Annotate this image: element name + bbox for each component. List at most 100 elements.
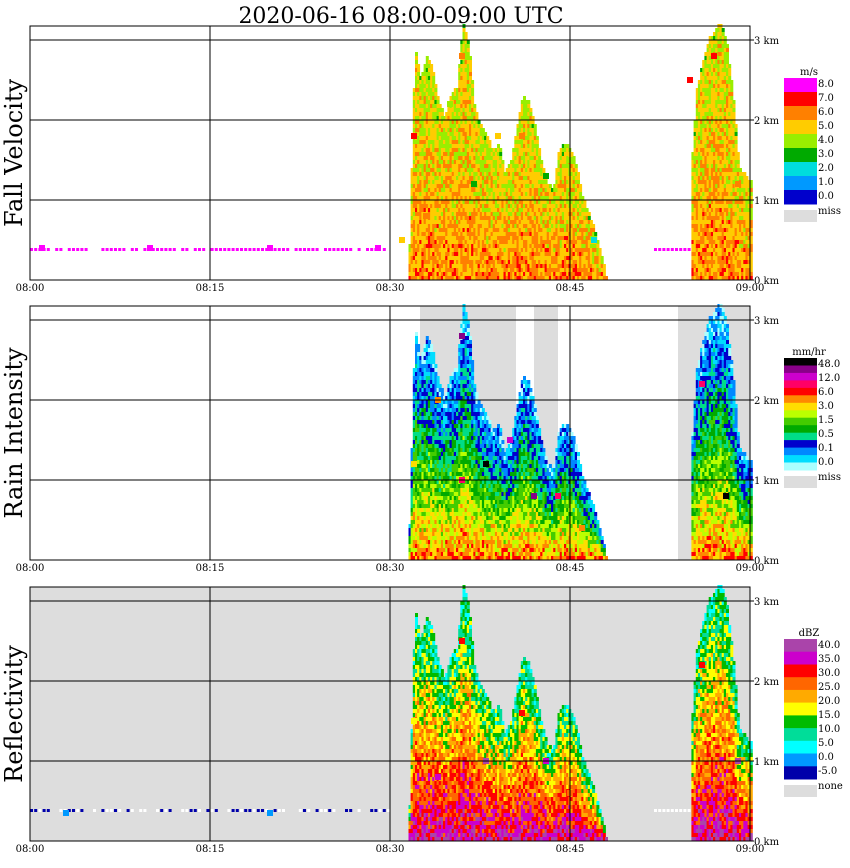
heatmap-cell [501, 172, 505, 176]
heatmap-cell [432, 80, 436, 84]
heatmap-cell [551, 276, 554, 280]
heatmap-cell [436, 228, 440, 232]
heatmap-cell [555, 184, 559, 188]
heatmap-cell [449, 132, 453, 136]
heatmap-cell [559, 264, 563, 268]
heatmap-cell [546, 196, 550, 200]
heatmap-cell [507, 192, 511, 196]
heatmap-cell [557, 260, 561, 264]
heatmap-cell [445, 120, 449, 124]
heatmap-cell [486, 192, 490, 196]
heatmap-cell [412, 208, 416, 212]
heatmap-cell [410, 268, 414, 272]
heatmap-cell [488, 148, 492, 152]
heatmap-cell [464, 176, 468, 180]
heatmap-cell [417, 236, 421, 240]
heatmap-cell [475, 188, 479, 192]
heatmap-cell [488, 176, 492, 180]
heatmap-cell [533, 164, 537, 168]
heatmap-cell [527, 112, 531, 116]
heatmap-cell [499, 160, 503, 164]
heatmap-cell [438, 272, 442, 276]
heatmap-cell [574, 256, 578, 260]
heatmap-cell [529, 176, 533, 180]
heatmap-cell [421, 188, 425, 192]
heatmap-cell [510, 268, 513, 272]
heatmap-cell [484, 268, 488, 272]
heatmap-cell [464, 172, 468, 176]
heatmap-cell [419, 256, 423, 260]
heatmap-cell [423, 208, 427, 212]
heatmap-cell [544, 252, 548, 256]
heatmap-cell [566, 144, 570, 148]
heatmap-cell [561, 268, 565, 272]
heatmap-cell [540, 256, 544, 260]
heatmap-cell [479, 224, 483, 228]
heatmap-cell [553, 200, 557, 204]
heatmap-cell [564, 208, 567, 212]
heatmap-cell [494, 272, 498, 276]
heatmap-cell [453, 144, 457, 148]
heatmap-cell [447, 128, 451, 132]
heatmap-cell [466, 80, 470, 84]
heatmap-cell [531, 240, 535, 244]
heatmap-cell [464, 204, 468, 208]
heatmap-cell [512, 156, 516, 160]
heatmap-cell [503, 172, 507, 176]
heatmap-cell [475, 176, 479, 180]
heatmap-cell [425, 196, 429, 200]
heatmap-cell [447, 160, 451, 164]
heatmap-cell [432, 184, 436, 188]
heatmap-cell [466, 180, 470, 184]
heatmap-cell [564, 244, 567, 248]
heatmap-cell [430, 64, 434, 68]
heatmap-cell [471, 100, 475, 104]
heatmap-cell [440, 116, 444, 120]
heatmap-cell [425, 248, 429, 252]
heatmap-cell [449, 188, 453, 192]
heatmap-cell [469, 180, 472, 184]
heatmap-cell [503, 212, 507, 216]
heatmap-cell [415, 220, 418, 224]
heatmap-cell [421, 256, 425, 260]
heatmap-cell [492, 172, 496, 176]
heatmap-cell [423, 224, 427, 228]
heatmap-cell [412, 248, 416, 252]
heatmap-cell [507, 264, 511, 268]
heatmap-cell [462, 108, 466, 112]
heatmap-cell [527, 180, 531, 184]
heatmap-cell [451, 216, 455, 220]
heatmap-cell [594, 232, 598, 236]
heatmap-cell [494, 216, 498, 220]
heatmap-cell [434, 140, 438, 144]
heatmap-cell [469, 156, 472, 160]
heatmap-cell [527, 212, 531, 216]
heatmap-cell [564, 272, 567, 276]
heatmap-cell [443, 260, 446, 264]
heatmap-cell [497, 204, 500, 208]
heatmap-cell [551, 192, 554, 196]
heatmap-cell [410, 172, 414, 176]
heatmap-cell [464, 108, 468, 112]
heatmap-cell [466, 168, 470, 172]
heatmap-cell [445, 164, 449, 168]
heatmap-cell [535, 244, 539, 248]
heatmap-cell [477, 156, 481, 160]
heatmap-cell [527, 264, 531, 268]
heatmap-cell [561, 200, 565, 204]
heatmap-cell [497, 276, 500, 280]
heatmap-cell [425, 260, 429, 264]
heatmap-cell [451, 256, 455, 260]
heatmap-cell [481, 128, 485, 132]
heatmap-cell [443, 220, 446, 224]
heatmap-cell [432, 244, 436, 248]
legend-level-label: 7.0 [818, 93, 834, 104]
heatmap-cell [514, 200, 518, 204]
heatmap-cell [417, 116, 421, 120]
heatmap-cell [523, 220, 526, 224]
heatmap-cell [525, 232, 529, 236]
heatmap-cell [520, 148, 524, 152]
heatmap-cell [527, 172, 531, 176]
heatmap-cell [430, 244, 434, 248]
heatmap-cell [458, 140, 462, 144]
